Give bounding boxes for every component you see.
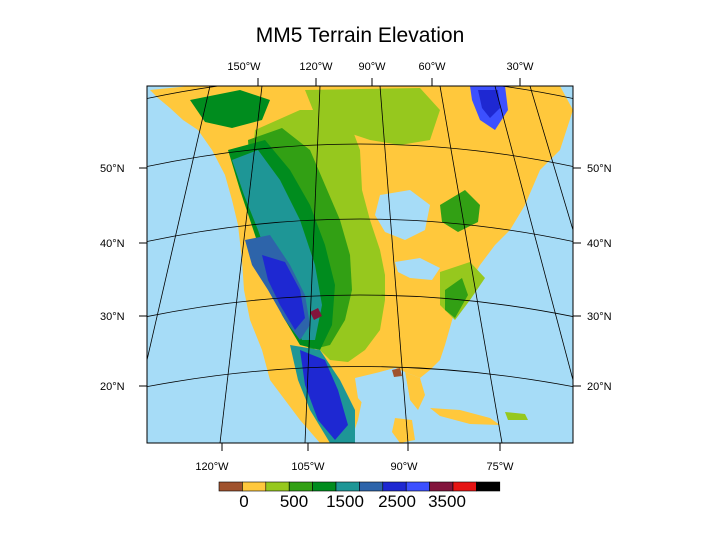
map-body — [147, 86, 573, 443]
meridian-105w — [304, 86, 321, 443]
colorbar-swatch — [452, 481, 477, 492]
graticule — [147, 86, 573, 443]
meridian-90w — [379, 86, 409, 443]
colorbar-swatch — [405, 481, 430, 492]
terrain-quebec-hills — [440, 190, 480, 232]
top-lon-label: 30°W — [506, 61, 534, 73]
map-title: MM5 Terrain Elevation — [255, 24, 465, 47]
tick-marks — [139, 78, 581, 451]
bottom-lon-label: 105°W — [291, 461, 325, 473]
map-frame — [146, 85, 574, 444]
meridian-120w — [219, 86, 263, 443]
parallel-20n — [147, 366, 573, 388]
bottom-lon-label: 75°W — [486, 461, 514, 473]
land-cuba — [430, 408, 500, 425]
right-lat-label: 50°N — [587, 163, 612, 175]
parallel-60n — [147, 86, 573, 99]
terrain-mexico-brown — [392, 368, 402, 377]
terrain-alaska-upland — [190, 90, 270, 128]
colorbar-swatch — [265, 481, 290, 492]
great-lakes — [395, 258, 440, 280]
colorbar-swatch — [218, 481, 243, 492]
colorbar-label: 0 — [239, 492, 248, 511]
right-lat-label: 20°N — [587, 381, 612, 393]
land-hispaniola — [505, 412, 528, 420]
terrain-greenland-high — [478, 90, 500, 118]
colorbar-label: 500 — [280, 492, 308, 511]
colorbar-label: 2500 — [378, 492, 416, 511]
colorbar-swatch — [359, 481, 384, 492]
top-lon-label: 90°W — [358, 61, 386, 73]
top-lon-label: 60°W — [418, 61, 446, 73]
meridian-45w — [529, 86, 573, 231]
colorbar-swatch — [382, 481, 407, 492]
left-lat-label: 30°N — [100, 311, 125, 323]
colorbar-swatch — [312, 481, 337, 492]
meridian-135w — [147, 86, 211, 361]
colorbar-swatch — [242, 481, 267, 492]
bottom-lon-label: 120°W — [195, 461, 229, 473]
colorbar-swatch — [335, 481, 360, 492]
right-lat-label: 40°N — [587, 238, 612, 250]
land-yucatan — [392, 418, 415, 443]
gulf-of-mexico — [355, 368, 410, 418]
terrain-rockies-higher — [262, 255, 305, 330]
left-lat-label: 20°N — [100, 381, 125, 393]
parallel-50n — [147, 143, 573, 167]
colorbar-swatch — [429, 481, 454, 492]
colorbar-label: 1500 — [326, 492, 364, 511]
top-lon-label: 120°W — [299, 61, 333, 73]
terrain-peak — [310, 308, 322, 320]
colorbar — [218, 481, 501, 492]
meridian-60w — [494, 86, 573, 381]
left-lat-label: 40°N — [100, 238, 125, 250]
meridian-75w — [439, 86, 503, 443]
colorbar-swatch — [476, 481, 501, 492]
land-florida — [405, 372, 425, 410]
terrain-mexico-high — [300, 350, 348, 440]
terrain-appalachians — [445, 278, 468, 318]
top-lon-label: 150°W — [227, 61, 261, 73]
terrain-north-plains — [305, 88, 440, 145]
parallel-40n — [147, 218, 573, 242]
bottom-lon-label: 90°W — [390, 461, 418, 473]
right-lat-label: 30°N — [587, 311, 612, 323]
parallel-30n — [147, 294, 573, 318]
colorbar-label: 3500 — [428, 492, 466, 511]
left-lat-label: 50°N — [100, 163, 125, 175]
colorbar-swatch — [288, 481, 313, 492]
